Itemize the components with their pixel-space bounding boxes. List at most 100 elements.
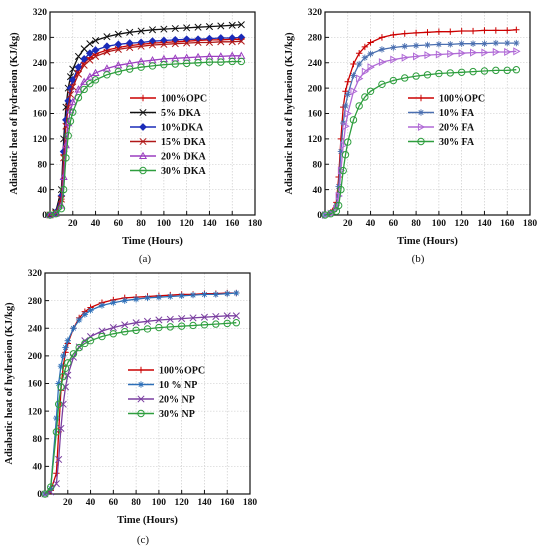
x-tick-label: 180 xyxy=(243,498,258,508)
data-point xyxy=(412,72,420,80)
legend-marker xyxy=(137,381,145,388)
data-point xyxy=(114,30,122,38)
data-point xyxy=(344,138,352,146)
data-point xyxy=(189,291,197,299)
data-point xyxy=(367,39,374,46)
legend-marker xyxy=(139,166,147,175)
data-point xyxy=(342,122,350,131)
data-point xyxy=(81,339,89,348)
data-point xyxy=(121,328,129,336)
series xyxy=(41,289,240,498)
data-point xyxy=(337,135,345,143)
y-tick-label: 320 xyxy=(33,8,48,18)
data-point xyxy=(178,315,186,323)
y-tick-label: 160 xyxy=(308,110,323,120)
data-point xyxy=(160,25,168,33)
panel-label: (a) xyxy=(139,253,152,265)
y-tick-label: 160 xyxy=(28,380,43,390)
series-line xyxy=(44,315,237,495)
data-point xyxy=(114,61,123,69)
data-point xyxy=(481,27,488,34)
data-point xyxy=(75,316,83,324)
legend-label: 10 % NP xyxy=(159,380,197,391)
data-point xyxy=(413,52,421,61)
data-point xyxy=(228,21,236,29)
legend-label: 15% DKA xyxy=(161,137,207,148)
x-tick-label: 20 xyxy=(63,498,73,508)
data-point xyxy=(55,380,62,387)
x-tick-label: 40 xyxy=(366,219,376,229)
data-point xyxy=(81,311,89,318)
x-tick-label: 140 xyxy=(202,219,217,229)
y-tick-label: 80 xyxy=(33,435,43,445)
y-tick-label: 40 xyxy=(33,463,43,473)
data-point xyxy=(62,344,69,351)
data-point xyxy=(183,39,191,47)
data-point xyxy=(114,67,123,76)
data-point xyxy=(91,68,100,76)
data-point xyxy=(337,185,345,194)
data-point xyxy=(86,79,94,88)
data-point xyxy=(103,42,111,51)
data-point xyxy=(447,49,455,58)
data-point xyxy=(74,52,83,60)
x-tick-label: 100 xyxy=(157,219,172,229)
data-point xyxy=(64,337,71,344)
data-point xyxy=(52,428,61,436)
data-point xyxy=(361,93,369,101)
data-point xyxy=(125,39,134,47)
legend-marker xyxy=(417,94,425,102)
data-point xyxy=(183,24,191,32)
data-point xyxy=(86,336,95,345)
data-point xyxy=(480,67,489,75)
data-point xyxy=(126,28,134,36)
x-tick-label: 60 xyxy=(109,498,119,508)
data-point xyxy=(366,87,375,95)
data-point xyxy=(189,321,197,330)
data-point xyxy=(144,294,151,302)
chart-panel: 20 40 60 80 100 120 140 160 180 0 40 80 120 160 200 240… xyxy=(4,269,257,546)
data-point xyxy=(228,38,236,46)
data-point xyxy=(143,325,152,333)
data-point xyxy=(350,60,357,68)
data-point xyxy=(103,33,111,41)
y-axis-title: Adiabatic heat of hydraeion (KJ/kg) xyxy=(9,32,20,195)
data-point xyxy=(469,67,477,76)
data-point xyxy=(64,371,72,379)
y-tick-label: 320 xyxy=(308,8,323,18)
data-point xyxy=(492,39,500,47)
data-point xyxy=(92,52,100,60)
data-point xyxy=(378,46,386,53)
data-point xyxy=(390,55,398,64)
data-point xyxy=(424,51,432,60)
data-point xyxy=(356,74,364,83)
data-point xyxy=(321,211,329,219)
y-tick-label: 80 xyxy=(38,160,48,170)
data-point xyxy=(412,42,420,49)
data-point xyxy=(86,40,94,48)
data-point xyxy=(335,191,343,201)
series xyxy=(41,289,240,498)
data-point xyxy=(55,455,63,464)
data-point xyxy=(342,102,349,110)
data-point xyxy=(98,332,106,341)
data-point xyxy=(80,85,88,94)
data-point xyxy=(224,290,231,297)
data-point xyxy=(457,68,466,76)
data-point xyxy=(54,400,63,408)
data-point xyxy=(401,74,409,82)
series-line xyxy=(324,69,517,216)
data-point xyxy=(189,314,197,322)
x-tick-label: 20 xyxy=(68,219,78,229)
legend-label: 100%OPC xyxy=(159,366,205,377)
data-point xyxy=(412,29,420,37)
data-point xyxy=(504,47,512,57)
data-point xyxy=(513,39,520,47)
data-point xyxy=(503,66,511,75)
y-tick-label: 40 xyxy=(313,186,323,196)
panel-label: (b) xyxy=(412,253,425,265)
series-line xyxy=(44,322,237,495)
data-point xyxy=(69,83,77,91)
y-tick-label: 320 xyxy=(28,269,43,279)
x-tick-label: 120 xyxy=(455,219,470,229)
